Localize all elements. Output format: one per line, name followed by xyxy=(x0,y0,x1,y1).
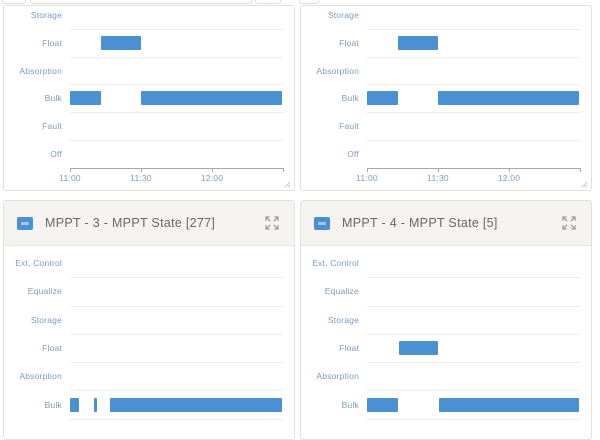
category-label: Storage xyxy=(30,9,62,20)
axis-tick-label: 11:30 xyxy=(130,172,152,183)
category-label: Absorption xyxy=(316,371,359,382)
chart-panel-mppt-3: MPPT - 3 - MPPT State [277] Ext. Control… xyxy=(3,200,295,440)
category-label: Storage xyxy=(327,314,359,325)
category-label: Storage xyxy=(327,9,359,20)
expand-arrows-icon xyxy=(562,216,576,230)
x-axis-line xyxy=(70,167,283,169)
panel-header: MPPT - 4 - MPPT State [5] xyxy=(301,201,591,246)
x-axis-line xyxy=(367,167,580,169)
state-bar[interactable] xyxy=(367,91,398,106)
row-gridline xyxy=(70,418,283,420)
row-gridline xyxy=(367,140,580,141)
row-gridline xyxy=(367,333,580,335)
category-label: Bulk xyxy=(341,399,359,410)
category-label: Equalize xyxy=(324,286,359,297)
state-bar[interactable] xyxy=(367,397,398,412)
state-bar[interactable] xyxy=(397,35,438,50)
category-label: Bulk xyxy=(341,93,359,104)
cut-off-input-fragment[interactable] xyxy=(30,0,252,4)
row-gridline xyxy=(367,418,580,420)
category-label: Ext. Control xyxy=(312,258,359,269)
row-gridline xyxy=(70,56,283,58)
row-gridline xyxy=(367,112,580,114)
chart-panel-mppt-4: MPPT - 4 - MPPT State [5] Ext. Control Eq… xyxy=(300,200,592,440)
state-bar[interactable] xyxy=(70,91,101,106)
category-label: Absorption xyxy=(19,65,62,76)
axis-tick xyxy=(509,167,510,172)
row-gridline xyxy=(367,56,580,58)
expand-button[interactable] xyxy=(263,214,281,232)
expand-button[interactable] xyxy=(560,214,578,232)
state-bar[interactable] xyxy=(438,91,579,106)
state-timeline-chart[interactable]: Storage Float Absorption Bulk Fault Off 11:00 1… xyxy=(301,6,591,190)
state-bar[interactable] xyxy=(93,397,98,412)
axis-tick xyxy=(212,167,213,172)
category-label: Absorption xyxy=(19,371,62,382)
category-label: Bulk xyxy=(44,93,62,104)
category-label: Equalize xyxy=(27,286,62,297)
state-bar[interactable] xyxy=(70,397,80,412)
expand-arrows-icon xyxy=(265,216,279,230)
category-label: Fault xyxy=(339,121,359,132)
row-gridline xyxy=(70,333,283,335)
panel-title: MPPT - 3 - MPPT State [277] xyxy=(45,216,216,230)
cut-off-button-fragment[interactable] xyxy=(2,0,26,4)
state-timeline-chart[interactable]: Ext. Control Equalize Storage Float Absorpti… xyxy=(301,201,591,439)
row-gridline xyxy=(70,277,283,279)
row-gridline xyxy=(367,84,580,86)
row-gridline xyxy=(367,390,580,392)
legend-color-swatch-icon[interactable] xyxy=(17,216,33,230)
state-bar[interactable] xyxy=(141,91,282,106)
panel-title: MPPT - 4 - MPPT State [5] xyxy=(342,216,498,230)
axis-tick-label: 11:00 xyxy=(59,172,81,183)
category-label: Float xyxy=(339,37,359,48)
resize-corner-icon[interactable] xyxy=(284,181,291,188)
category-label: Fault xyxy=(42,121,62,132)
axis-tick xyxy=(438,167,439,172)
category-label: Off xyxy=(50,148,62,159)
axis-tick-label: 11:00 xyxy=(356,172,378,183)
legend-color-swatch-icon[interactable] xyxy=(314,216,330,230)
axis-tick-label: 12:00 xyxy=(200,172,224,183)
row-gridline xyxy=(367,305,580,307)
state-bar[interactable] xyxy=(398,340,438,355)
axis-tick xyxy=(141,167,142,172)
category-label: Float xyxy=(42,342,62,353)
category-label: Float xyxy=(42,37,62,48)
category-label: Ext. Control xyxy=(15,258,62,269)
cut-off-button-fragment[interactable] xyxy=(255,0,281,4)
panel-header: MPPT - 3 - MPPT State [277] xyxy=(4,201,294,246)
state-timeline-chart[interactable]: Ext. Control Equalize Storage Float Absorpti… xyxy=(4,201,294,439)
row-gridline xyxy=(70,112,283,114)
state-bar[interactable] xyxy=(100,35,141,50)
axis-tick-label: 12:00 xyxy=(497,172,521,183)
row-gridline xyxy=(70,390,283,392)
category-label: Absorption xyxy=(316,65,359,76)
row-gridline xyxy=(367,362,580,364)
row-gridline xyxy=(367,277,580,279)
row-gridline xyxy=(70,84,283,86)
resize-corner-icon[interactable] xyxy=(581,181,588,188)
chart-panel-top-left: Storage Float Absorption Bulk Fault Off 11:00 1… xyxy=(3,5,295,191)
category-label: Storage xyxy=(30,314,62,325)
axis-tick xyxy=(580,167,581,172)
row-gridline xyxy=(70,362,283,364)
axis-tick-label: 11:30 xyxy=(427,172,449,183)
state-bar[interactable] xyxy=(439,397,579,412)
row-gridline xyxy=(70,28,283,30)
axis-tick xyxy=(367,167,368,172)
chart-panel-top-right: Storage Float Absorption Bulk Fault Off 11:00 1… xyxy=(300,5,592,191)
category-label: Off xyxy=(347,148,359,159)
cut-off-button-fragment[interactable] xyxy=(299,0,319,4)
axis-tick xyxy=(70,167,71,172)
row-gridline xyxy=(70,140,283,141)
axis-tick xyxy=(283,167,284,172)
state-timeline-chart[interactable]: Storage Float Absorption Bulk Fault Off 11:00 1… xyxy=(4,6,294,190)
category-label: Bulk xyxy=(44,399,62,410)
category-label: Float xyxy=(339,342,359,353)
row-gridline xyxy=(70,305,283,307)
row-gridline xyxy=(367,28,580,30)
state-bar[interactable] xyxy=(110,397,282,412)
